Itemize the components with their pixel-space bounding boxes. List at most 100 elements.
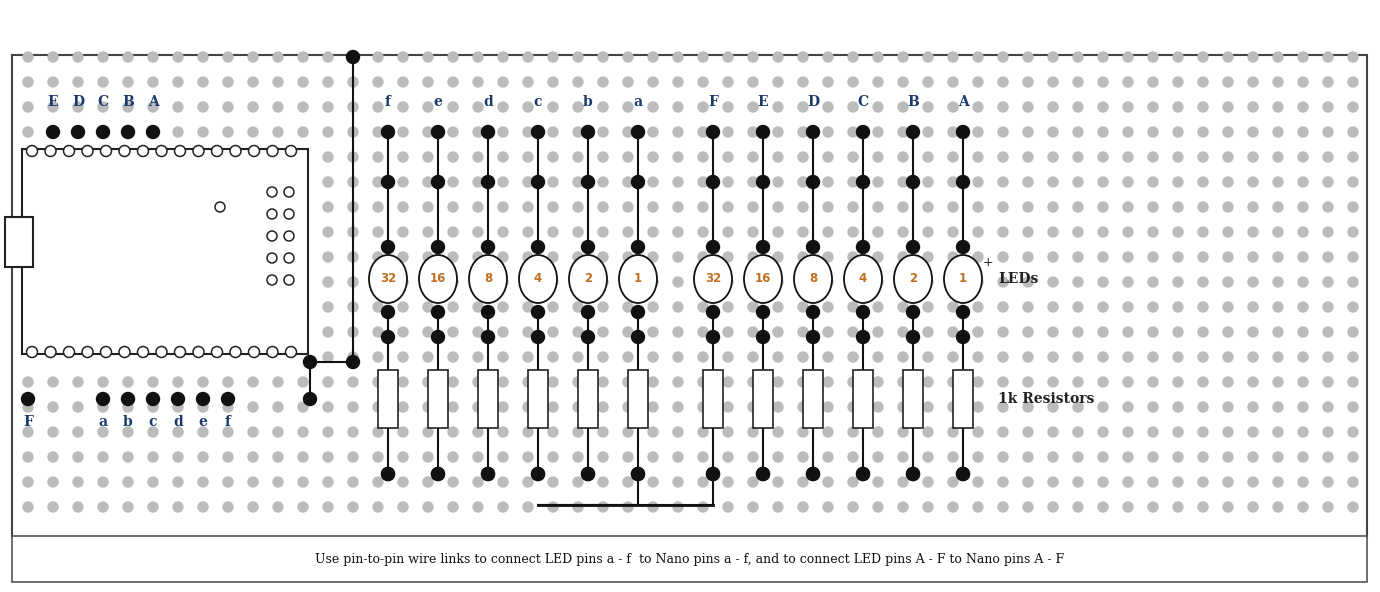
Circle shape bbox=[1272, 427, 1283, 437]
Circle shape bbox=[1173, 227, 1183, 237]
Circle shape bbox=[748, 177, 758, 187]
Text: C: C bbox=[857, 95, 868, 109]
Circle shape bbox=[73, 127, 83, 137]
Circle shape bbox=[348, 402, 357, 412]
Circle shape bbox=[101, 146, 112, 156]
Circle shape bbox=[923, 102, 933, 112]
Circle shape bbox=[304, 392, 316, 406]
Circle shape bbox=[1023, 77, 1034, 87]
Circle shape bbox=[874, 252, 883, 262]
Circle shape bbox=[923, 302, 933, 312]
Circle shape bbox=[956, 468, 970, 481]
Circle shape bbox=[1323, 402, 1333, 412]
Circle shape bbox=[498, 452, 508, 462]
Circle shape bbox=[222, 392, 235, 406]
Circle shape bbox=[323, 427, 333, 437]
Circle shape bbox=[798, 102, 809, 112]
Circle shape bbox=[523, 202, 533, 212]
Circle shape bbox=[998, 227, 1007, 237]
Circle shape bbox=[748, 327, 758, 337]
Circle shape bbox=[298, 402, 308, 412]
Circle shape bbox=[473, 352, 483, 362]
Circle shape bbox=[998, 102, 1007, 112]
Circle shape bbox=[1223, 477, 1232, 487]
Circle shape bbox=[1173, 102, 1183, 112]
Circle shape bbox=[898, 152, 908, 162]
Circle shape bbox=[48, 77, 58, 87]
Circle shape bbox=[123, 77, 132, 87]
Circle shape bbox=[1323, 177, 1333, 187]
Circle shape bbox=[548, 102, 558, 112]
Circle shape bbox=[48, 427, 58, 437]
Circle shape bbox=[1098, 302, 1108, 312]
Circle shape bbox=[224, 402, 233, 412]
Circle shape bbox=[806, 305, 820, 318]
Circle shape bbox=[1323, 227, 1333, 237]
Circle shape bbox=[138, 146, 149, 156]
Circle shape bbox=[649, 227, 658, 237]
Circle shape bbox=[1272, 277, 1283, 287]
Circle shape bbox=[707, 126, 719, 139]
Circle shape bbox=[847, 127, 858, 137]
Circle shape bbox=[923, 152, 933, 162]
Circle shape bbox=[397, 277, 408, 287]
Circle shape bbox=[948, 452, 958, 462]
Circle shape bbox=[397, 477, 408, 487]
Circle shape bbox=[673, 277, 683, 287]
Circle shape bbox=[373, 302, 384, 312]
Circle shape bbox=[723, 452, 733, 462]
Circle shape bbox=[1248, 377, 1259, 387]
Bar bbox=[578, 370, 598, 428]
Circle shape bbox=[248, 52, 258, 62]
Circle shape bbox=[673, 202, 683, 212]
Circle shape bbox=[548, 452, 558, 462]
Circle shape bbox=[907, 468, 919, 481]
Circle shape bbox=[397, 452, 408, 462]
Circle shape bbox=[1248, 327, 1259, 337]
Circle shape bbox=[1248, 277, 1259, 287]
Circle shape bbox=[673, 152, 683, 162]
Circle shape bbox=[424, 352, 433, 362]
Circle shape bbox=[284, 187, 294, 197]
Circle shape bbox=[348, 302, 357, 312]
Circle shape bbox=[424, 227, 433, 237]
Circle shape bbox=[948, 477, 958, 487]
Circle shape bbox=[123, 477, 132, 487]
Circle shape bbox=[323, 402, 333, 412]
Circle shape bbox=[723, 227, 733, 237]
Circle shape bbox=[847, 427, 858, 437]
Circle shape bbox=[248, 477, 258, 487]
Circle shape bbox=[348, 327, 357, 337]
Circle shape bbox=[473, 427, 483, 437]
Bar bbox=[529, 370, 548, 428]
Circle shape bbox=[1047, 477, 1058, 487]
Circle shape bbox=[798, 202, 809, 212]
Circle shape bbox=[348, 102, 357, 112]
Circle shape bbox=[348, 502, 357, 512]
Circle shape bbox=[874, 302, 883, 312]
Circle shape bbox=[1123, 202, 1133, 212]
Circle shape bbox=[1074, 402, 1083, 412]
Circle shape bbox=[1299, 327, 1308, 337]
Circle shape bbox=[1198, 452, 1208, 462]
Circle shape bbox=[1098, 52, 1108, 62]
Circle shape bbox=[1248, 502, 1259, 512]
Circle shape bbox=[498, 377, 508, 387]
Circle shape bbox=[1323, 202, 1333, 212]
Circle shape bbox=[798, 277, 809, 287]
Circle shape bbox=[573, 377, 582, 387]
Circle shape bbox=[348, 427, 357, 437]
Circle shape bbox=[323, 252, 333, 262]
Circle shape bbox=[1323, 352, 1333, 362]
Circle shape bbox=[874, 377, 883, 387]
Circle shape bbox=[1047, 177, 1058, 187]
Circle shape bbox=[698, 502, 708, 512]
Circle shape bbox=[230, 146, 241, 156]
Circle shape bbox=[46, 346, 57, 358]
Circle shape bbox=[874, 102, 883, 112]
Circle shape bbox=[373, 402, 384, 412]
Circle shape bbox=[573, 427, 582, 437]
Circle shape bbox=[649, 452, 658, 462]
Circle shape bbox=[1023, 477, 1034, 487]
Circle shape bbox=[1047, 77, 1058, 87]
